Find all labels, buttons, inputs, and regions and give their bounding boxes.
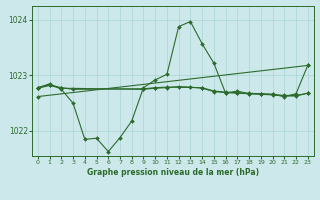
X-axis label: Graphe pression niveau de la mer (hPa): Graphe pression niveau de la mer (hPa) [87, 168, 259, 177]
